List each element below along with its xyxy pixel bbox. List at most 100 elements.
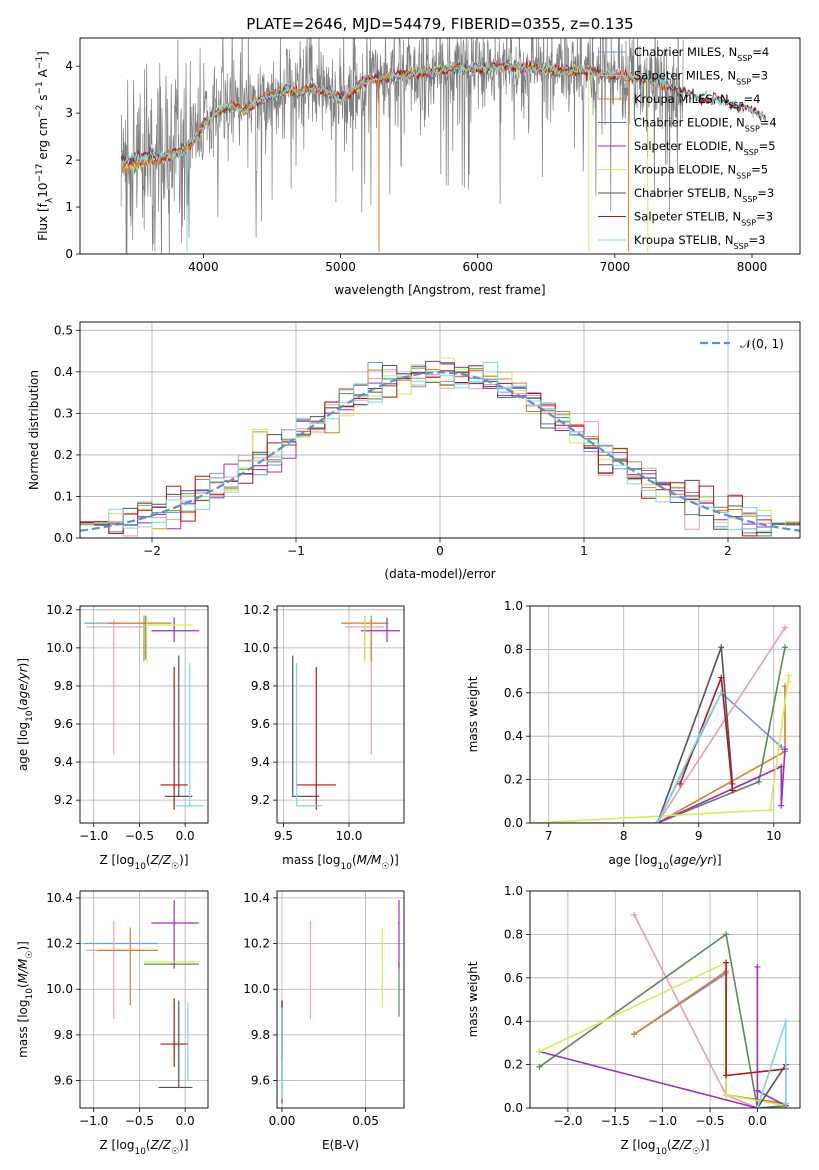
y-tick-label: 9.2: [251, 793, 270, 807]
x-tick-label: 4000: [188, 260, 219, 274]
plus-marker: [718, 689, 725, 696]
label-part: Z [log: [99, 853, 134, 867]
y-tick-label: 9.6: [54, 717, 73, 731]
x-axis-label: age [log10(age/yr)]: [608, 853, 721, 872]
y-axis-label: Flux [fλ10−17 erg cm−2 s−1 A−1]: [35, 51, 55, 241]
legend-label: Kroupa MILES, NSSP=4: [634, 92, 760, 110]
mass-vs-Z-panel: −1.0 −0.5 0.09.69.810.010.210.4Z [log10(Z/…: [16, 890, 209, 1157]
x-tick-label: 0.0: [748, 1114, 767, 1128]
plus-marker: [782, 746, 788, 753]
x-tick-label: −0.5: [125, 829, 154, 843]
label-part: Z/Z: [150, 853, 172, 867]
data-point: [170, 961, 173, 963]
label-part: (: [146, 1138, 151, 1152]
plus-marker: [695, 733, 702, 740]
label-part: )]: [389, 853, 398, 867]
y-tick-label: 0: [65, 247, 73, 261]
axes-frame: [276, 605, 405, 824]
legend-label-sub: SSP: [729, 101, 744, 110]
y-tick-label: 9.6: [251, 1074, 270, 1088]
age-vs-mass-panel: 9.5 10.0 9.2 9.4 9.6 9.8 10.0 10.2 mass [log10(M…: [243, 603, 405, 872]
observed-spectrum-line: [120, 38, 684, 254]
label-part: −1: [35, 81, 45, 94]
mass-weight-line-salpeter-miles: [533, 627, 786, 823]
plus-marker: [677, 780, 683, 787]
x-tick-label: 2: [724, 544, 732, 558]
plus-marker: [723, 1072, 730, 1079]
label-part: M/M: [357, 853, 382, 867]
data-point: [145, 624, 148, 626]
label-part: 10: [658, 862, 670, 872]
y-tick-label: 3: [65, 106, 73, 120]
label-part: ☉: [381, 862, 389, 872]
legend: 𝒩(0, 1): [700, 337, 784, 351]
plus-marker: [778, 802, 785, 809]
data-point: [386, 629, 388, 632]
plus-marker: [729, 787, 736, 794]
data-point: [177, 795, 180, 798]
y-tick-label: 4: [65, 59, 73, 73]
label-part: −1: [35, 56, 45, 69]
mass-weight-line-salpeter-elodie: [539, 967, 787, 1108]
x-tick-label: −1.0: [79, 829, 108, 843]
plus-marker: [754, 1087, 761, 1094]
x-axis-label: Z [log10(Z/Z☉)]: [99, 853, 188, 872]
legend-label-main: Kroupa MILES, N: [634, 92, 729, 106]
y-tick-label: 2: [65, 153, 73, 167]
axes-frame: [79, 605, 209, 824]
axes-frame: [276, 890, 405, 1109]
mass-weight-line-chabrier-elodie: [657, 647, 786, 823]
plus-marker: [718, 674, 725, 681]
x-tick-label: 10.0: [336, 829, 363, 843]
plus-marker: [536, 1063, 543, 1070]
data-point: [173, 1043, 175, 1045]
legend-label: 𝒩(0, 1): [740, 337, 784, 351]
label-part: ☉: [171, 1147, 179, 1157]
y-tick-label: 9.4: [54, 755, 73, 769]
legend-label-tail: =4: [744, 92, 761, 106]
label-part: (: [352, 853, 357, 867]
x-tick-label: 9.5: [274, 829, 293, 843]
x-tick-label: 5000: [325, 260, 356, 274]
data-point: [309, 949, 312, 952]
y-tick-label: 9.8: [54, 679, 73, 693]
legend-label: Salpeter MILES, NSSP=3: [634, 69, 768, 87]
label-part: Z [log: [99, 1138, 134, 1152]
data-point: [281, 1075, 283, 1077]
label-part: ☉: [692, 1147, 700, 1157]
legend-label-tail: =5: [751, 163, 768, 177]
plus-marker: [785, 678, 792, 685]
y-tick-label: 9.2: [54, 793, 73, 807]
legend-label-main: Salpeter MILES, N: [634, 69, 736, 83]
legend-label-tail: =3: [749, 233, 766, 247]
plus-marker: [785, 672, 792, 679]
y-tick-label: 9.8: [54, 1028, 73, 1042]
y-tick-label: 10.4: [243, 891, 270, 905]
x-axis-label: Z [log10(Z/Z☉)]: [620, 1138, 709, 1157]
label-part: (: [16, 983, 30, 988]
x-tick-label: 0.0: [176, 1114, 195, 1128]
plus-marker: [782, 1100, 789, 1107]
x-tick-label: −0.5: [695, 1114, 724, 1128]
plus-marker: [782, 644, 788, 651]
label-part: (: [146, 853, 151, 867]
mass-vs-ebv-panel: 0.00 0.05 9.6 9.8 10.0 10.2 10.4 E(B-V): [243, 890, 405, 1152]
y-tick-label: 9.8: [251, 1028, 270, 1042]
label-part: )]: [700, 1138, 709, 1152]
label-part: 10: [341, 862, 353, 872]
y-tick-label: 9.6: [54, 1074, 73, 1088]
x-tick-label: −0.5: [125, 1114, 154, 1128]
y-tick-label: 10.0: [46, 982, 73, 996]
age-vs-Z-panel: −1.0 −0.5 0.09.29.49.69.810.010.2Z [log10(…: [16, 603, 209, 872]
legend-label-main: Chabrier MILES, N: [634, 45, 737, 59]
plus-marker: [718, 644, 725, 651]
label-part: (: [669, 853, 674, 867]
plus-marker: [778, 763, 785, 770]
label-part: −17: [35, 164, 45, 183]
legend-label-sub: SSP: [736, 171, 751, 180]
legend-label: Chabrier STELIB, NSSP=3: [634, 186, 774, 204]
label-part: mass [log: [16, 1000, 30, 1058]
mass-weight-line-salpeter-elodie: [657, 749, 786, 823]
x-tick-label: 8: [620, 829, 628, 843]
x-tick-label: −2: [143, 544, 161, 558]
